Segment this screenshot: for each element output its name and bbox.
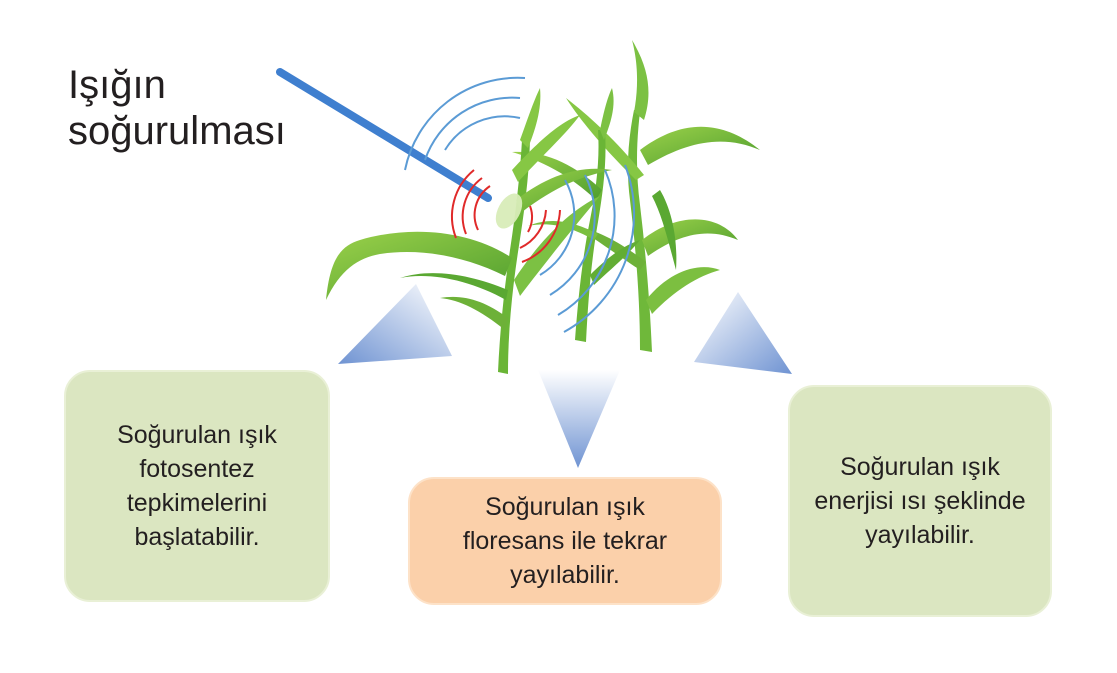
title-line-1: Işığın (68, 63, 166, 107)
outcome-text-line: tepkimelerini (126, 489, 268, 517)
outcome-text-line: enerjisi ısı şeklinde (814, 487, 1026, 515)
outcome-text-line: başlatabilir. (134, 523, 260, 551)
outcome-text-line: yayılabilir. (865, 521, 975, 549)
absorption-spot (495, 193, 523, 229)
outcome-text-line: fotosentez (139, 455, 255, 483)
arrow-down (538, 370, 620, 468)
absorbed-waves (451, 169, 561, 263)
plant-left (326, 88, 612, 374)
outcome-text-line: Soğurulan ışık (840, 453, 1000, 481)
outcome-text-line: yayılabilir. (510, 561, 620, 589)
title: Işığın soğurulması (68, 62, 286, 154)
light-ray (276, 68, 492, 202)
arrow-right (694, 292, 792, 374)
title-line-2: soğurulması (68, 109, 286, 153)
outcome-text-line: floresans ile tekrar (462, 527, 668, 555)
outcome-photosynthesis-box: Soğurulan ışık fotosentez tepkimelerini … (64, 370, 330, 602)
outcome-heat-box: Soğurulan ışık enerjisi ısı şeklinde yay… (788, 385, 1052, 617)
outcome-text-line: Soğurulan ışık (485, 493, 645, 521)
outcome-text-line: Soğurulan ışık (117, 421, 277, 449)
emitted-waves (404, 76, 636, 333)
arrow-left (338, 284, 452, 364)
outcome-fluorescence-box: Soğurulan ışık floresans ile tekrar yayı… (408, 477, 722, 605)
